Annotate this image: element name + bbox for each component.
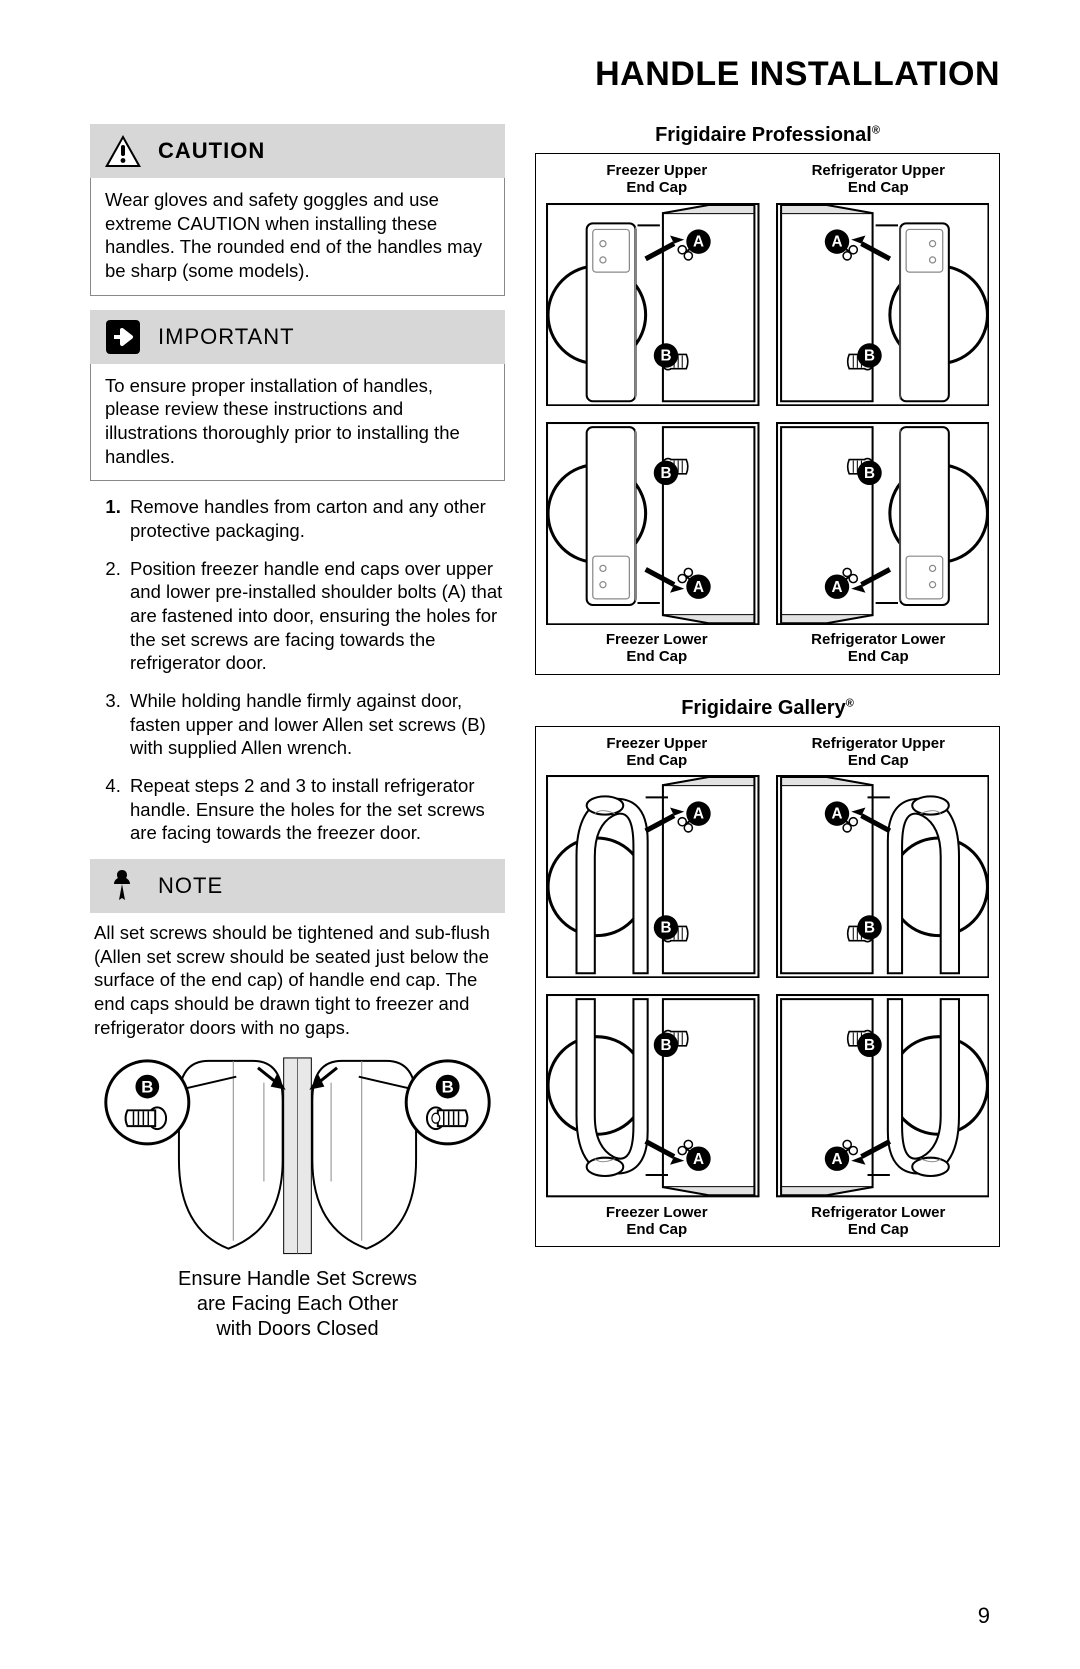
pro-freezer-upper-fig: A B bbox=[546, 203, 760, 406]
label-freezer-upper: Freezer UpperEnd Cap bbox=[546, 162, 768, 197]
steps-list: Remove handles from carton and any other… bbox=[90, 495, 505, 845]
gal-freezer-lower-fig: A B bbox=[546, 994, 760, 1197]
label-refrigerator-upper-2: Refrigerator UpperEnd Cap bbox=[768, 735, 990, 770]
arrow-right-icon bbox=[102, 316, 144, 358]
svg-text:B: B bbox=[864, 1037, 875, 1054]
svg-text:B: B bbox=[864, 465, 875, 482]
diagram-group-1: Freezer UpperEnd Cap Refrigerator UpperE… bbox=[535, 153, 1000, 675]
note-body: All set screws should be tightened and s… bbox=[90, 913, 505, 1043]
step-3: While holding handle firmly against door… bbox=[126, 689, 505, 760]
label-refrigerator-upper: Refrigerator UpperEnd Cap bbox=[768, 162, 990, 197]
step-2: Position freezer handle end caps over up… bbox=[126, 557, 505, 675]
note-label: NOTE bbox=[158, 873, 223, 899]
label-refrigerator-lower: Refrigerator LowerEnd Cap bbox=[768, 631, 990, 666]
bottom-figure: B B bbox=[90, 1053, 505, 1342]
svg-text:B: B bbox=[864, 347, 875, 364]
svg-text:B: B bbox=[660, 1037, 671, 1054]
gal-freezer-upper-fig: A B bbox=[546, 775, 760, 978]
caution-label: CAUTION bbox=[158, 138, 265, 164]
caution-body: Wear gloves and safety goggles and use e… bbox=[90, 178, 505, 296]
svg-text:A: A bbox=[693, 579, 704, 596]
caution-header: CAUTION bbox=[90, 124, 505, 178]
pro-refrigerator-upper-fig: A B bbox=[776, 203, 990, 406]
pro-refrigerator-lower-fig: A B bbox=[776, 422, 990, 625]
note-header: NOTE bbox=[90, 859, 505, 913]
label-freezer-lower-2: Freezer LowerEnd Cap bbox=[546, 1204, 768, 1239]
svg-text:A: A bbox=[831, 1151, 842, 1168]
diagram-group-2: Freezer UpperEnd Cap Refrigerator UpperE… bbox=[535, 726, 1000, 1248]
gal-refrigerator-lower-fig: A B bbox=[776, 994, 990, 1197]
page-title: Handle Installation bbox=[90, 55, 1000, 94]
important-label: IMPORTANT bbox=[158, 324, 295, 350]
svg-text:A: A bbox=[693, 1151, 704, 1168]
svg-text:A: A bbox=[831, 806, 842, 823]
page-number: 9 bbox=[978, 1603, 990, 1629]
svg-text:B: B bbox=[660, 920, 671, 937]
label-refrigerator-lower-2: Refrigerator LowerEnd Cap bbox=[768, 1204, 990, 1239]
svg-text:B: B bbox=[660, 347, 671, 364]
gal-refrigerator-upper-fig: A B bbox=[776, 775, 990, 978]
bottom-figure-caption: Ensure Handle Set Screws are Facing Each… bbox=[90, 1267, 505, 1342]
svg-text:A: A bbox=[831, 579, 842, 596]
label-b-left: B bbox=[141, 1078, 153, 1097]
svg-text:B: B bbox=[660, 465, 671, 482]
important-body: To ensure proper installation of handles… bbox=[90, 364, 505, 482]
label-freezer-upper-2: Freezer UpperEnd Cap bbox=[546, 735, 768, 770]
pro-freezer-lower-fig: A B bbox=[546, 422, 760, 625]
diagram-group-2-title: Frigidaire Gallery® bbox=[535, 697, 1000, 720]
pushpin-icon bbox=[102, 865, 144, 907]
important-header: IMPORTANT bbox=[90, 310, 505, 364]
label-b-right: B bbox=[442, 1078, 454, 1097]
svg-text:B: B bbox=[864, 920, 875, 937]
svg-text:A: A bbox=[693, 806, 704, 823]
svg-text:A: A bbox=[693, 233, 704, 250]
step-1: Remove handles from carton and any other… bbox=[126, 495, 505, 542]
svg-text:A: A bbox=[831, 233, 842, 250]
warning-icon bbox=[102, 130, 144, 172]
step-4: Repeat steps 2 and 3 to install refriger… bbox=[126, 774, 505, 845]
label-freezer-lower: Freezer LowerEnd Cap bbox=[546, 631, 768, 666]
diagram-group-1-title: Frigidaire Professional® bbox=[535, 124, 1000, 147]
